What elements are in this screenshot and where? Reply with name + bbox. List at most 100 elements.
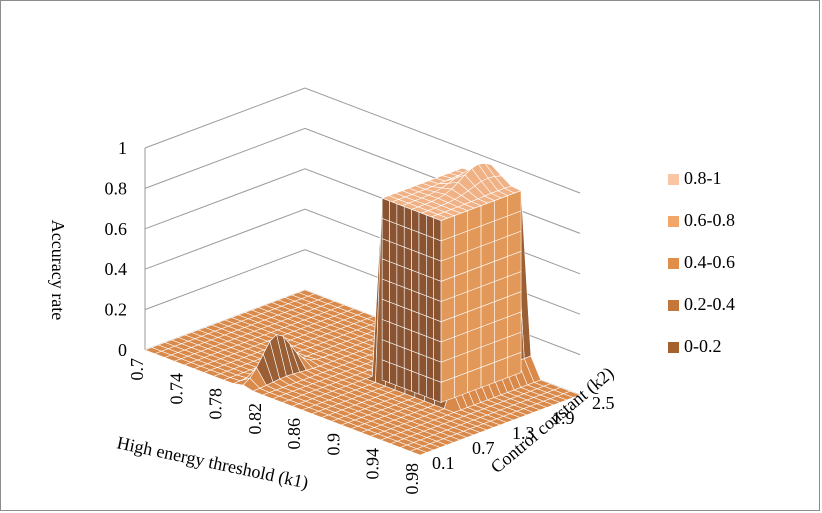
surface-facet bbox=[409, 448, 428, 456]
plateau-front-facet bbox=[396, 324, 405, 349]
plateau-front-facet bbox=[381, 318, 390, 343]
plateau-front-facet bbox=[433, 379, 442, 403]
plateau-front-facet bbox=[426, 295, 435, 320]
z-tick-label: 0.8 bbox=[105, 178, 128, 198]
plateau-front-facet bbox=[396, 203, 405, 228]
plateau-front-facet bbox=[426, 356, 435, 380]
plateau-front-facet bbox=[433, 278, 442, 302]
plateau-front-facet bbox=[411, 310, 420, 334]
legend-label: 0.8-1 bbox=[684, 168, 722, 188]
y-tick-label: 1.3 bbox=[512, 423, 535, 443]
plateau-front-facet bbox=[389, 281, 398, 306]
plateau-front-facet bbox=[418, 373, 427, 398]
plateau-front-facet bbox=[411, 350, 420, 375]
z-tick-label: 1 bbox=[118, 138, 127, 158]
y-tick-label: 2.5 bbox=[592, 393, 615, 413]
plateau-front-facet bbox=[411, 330, 420, 355]
x-tick-label: 0.94 bbox=[363, 448, 383, 480]
x-tick-label: 0.82 bbox=[245, 403, 265, 435]
legend-swatch bbox=[668, 342, 679, 353]
plateau-front-facet bbox=[411, 209, 420, 233]
legend-label: 0.6-0.8 bbox=[684, 210, 735, 230]
plateau-front-facet bbox=[389, 200, 398, 225]
plateau-front-facet bbox=[381, 298, 390, 323]
plateau-front-facet bbox=[426, 376, 435, 401]
plateau-front-facet bbox=[418, 211, 427, 236]
plateau-front-facet bbox=[381, 359, 390, 384]
legend: 0.8-1 0.6-0.8 0.4-0.6 0.2-0.4 0-0.2 bbox=[668, 168, 735, 356]
plateau-front-facet bbox=[418, 292, 427, 317]
plateau-front-facet bbox=[433, 358, 442, 383]
plateau-front-facet bbox=[389, 240, 398, 265]
y-tick-label: 1.9 bbox=[552, 408, 575, 428]
plateau-front-facet bbox=[433, 338, 442, 363]
plateau-front-facet bbox=[426, 255, 435, 279]
plateau-front-facet bbox=[433, 237, 442, 262]
plateau-front-facet bbox=[426, 214, 435, 239]
y-axis-ticks: 0.1 0.7 1.3 1.9 2.5 bbox=[432, 393, 615, 473]
x-tick-label: 0.78 bbox=[206, 388, 226, 420]
z-axis-ticks: 0 0.2 0.4 0.6 0.8 1 bbox=[105, 138, 128, 360]
plateau-front-facet bbox=[396, 344, 405, 369]
plateau-front-facet bbox=[381, 238, 390, 263]
z-tick-label: 0.4 bbox=[105, 259, 128, 279]
plateau-front-facet bbox=[426, 335, 435, 360]
plateau-front-facet bbox=[396, 263, 405, 288]
plateau-front-facet bbox=[403, 206, 412, 231]
plateau-front-facet bbox=[381, 339, 390, 364]
legend-label: 0-0.2 bbox=[684, 336, 722, 356]
plateau-front-facet bbox=[411, 249, 420, 274]
x-tick-label: 0.74 bbox=[166, 373, 186, 405]
plateau-front-facet bbox=[418, 232, 427, 256]
x-axis-ticks: 0.7 0.74 0.78 0.82 0.86 0.9 0.94 0.98 bbox=[127, 358, 422, 495]
plateau-front-facet bbox=[411, 229, 420, 254]
plateau-front-facet bbox=[389, 261, 398, 286]
plateau-front-facet bbox=[426, 275, 435, 300]
plateau-front-facet bbox=[426, 234, 435, 259]
plateau-front-facet bbox=[381, 217, 390, 242]
x-tick-label: 0.7 bbox=[127, 358, 147, 381]
plateau-front-facet bbox=[418, 312, 427, 337]
plateau-front-facet bbox=[403, 287, 412, 311]
plateau-front-facet bbox=[396, 243, 405, 268]
legend-swatch bbox=[668, 174, 679, 185]
plateau-front-facet bbox=[426, 315, 435, 340]
plateau-front-facet bbox=[403, 327, 412, 352]
plateau-front-facet bbox=[396, 304, 405, 329]
plateau-front-facet bbox=[418, 333, 427, 357]
y-tick-label: 0.1 bbox=[432, 453, 455, 473]
plateau-front-facet bbox=[433, 298, 442, 323]
plateau-front-facet bbox=[403, 347, 412, 372]
y-tick-label: 0.7 bbox=[472, 438, 495, 458]
z-tick-label: 0 bbox=[118, 340, 127, 360]
plateau-front-facet bbox=[403, 246, 412, 271]
plateau-front-facet bbox=[381, 197, 390, 222]
plateau-front-facet bbox=[433, 318, 442, 343]
legend-label: 0.4-0.6 bbox=[684, 252, 735, 272]
plateau-side-facet bbox=[507, 190, 522, 217]
plateau-front-facet bbox=[411, 370, 420, 395]
plateau-front-facet bbox=[381, 258, 390, 283]
legend-swatch bbox=[668, 258, 679, 269]
plateau-front-facet bbox=[396, 364, 405, 389]
plateau-front-facet bbox=[418, 252, 427, 277]
plateau-front-facet bbox=[403, 226, 412, 251]
plateau-front-facet bbox=[411, 289, 420, 314]
plateau-front-facet bbox=[389, 220, 398, 245]
plateau-front-facet bbox=[381, 278, 390, 303]
x-tick-label: 0.98 bbox=[402, 463, 422, 495]
plateau-front-facet bbox=[389, 341, 398, 366]
legend-swatch bbox=[668, 300, 679, 311]
plateau-front-facet bbox=[389, 301, 398, 326]
plateau-front-facet bbox=[403, 367, 412, 392]
legend-label: 0.2-0.4 bbox=[684, 294, 735, 314]
plateau-front-facet bbox=[389, 321, 398, 346]
plateau-front-facet bbox=[433, 257, 442, 282]
z-tick-label: 0.2 bbox=[105, 300, 128, 320]
plateau-front-facet bbox=[433, 217, 442, 242]
plateau-front-facet bbox=[403, 266, 412, 291]
x-tick-label: 0.86 bbox=[284, 418, 304, 450]
x-axis-title: High energy threshold (k1) bbox=[115, 432, 310, 493]
z-axis-title: Accuracy rate bbox=[48, 220, 68, 320]
